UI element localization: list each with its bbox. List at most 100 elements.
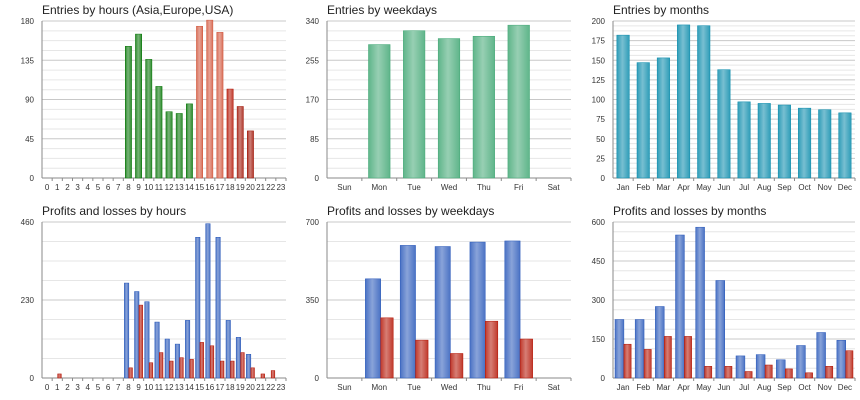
x-tick-label: 16 [205,183,214,192]
chart-profits-losses-by-hours: Profits and losses by hours 0 230 460 0 1 2 3 4… [0,200,290,400]
chart-entries-by-months-svg: 0 25 50 75 100 125 150 175 200 Jan Feb Mar Apr May Jun… [592,17,856,192]
x-tick-label: Sat [548,183,561,192]
bar [247,130,254,179]
x-tick-label: Sep [777,383,792,392]
x-tick-label: Sun [337,383,351,392]
bar [128,367,133,379]
bar [836,340,846,379]
chart-title: Entries by hours (Asia,Europe,USA) [42,3,234,17]
chart-entries-by-weekdays: Entries by weekdays 0 85 170 255 340 Sun Mon Tu… [285,0,575,200]
y-tick-label: 230 [21,296,35,305]
bar [695,226,705,379]
x-tick-label: May [696,383,711,392]
y-tick-label: 460 [21,218,35,227]
bar [215,237,221,379]
x-tick-label: 5 [96,183,101,192]
x-tick-label: 9 [136,183,141,192]
y-tick-label: 175 [592,37,606,46]
bar [270,370,276,379]
y-tick-label: 125 [592,76,606,85]
bar [737,101,751,179]
x-tick-label: 14 [185,383,194,392]
bar [365,278,381,379]
bar [169,360,174,379]
x-tick-label: Wed [441,183,457,192]
bar [155,86,163,179]
x-tick-label: 9 [136,383,141,392]
x-tick-label: 10 [144,383,153,392]
bar [235,337,241,379]
bar [138,304,143,379]
bar [125,46,132,179]
x-tick-label: 4 [86,183,91,192]
x-tick-label: Sat [548,383,561,392]
bar [434,246,451,379]
bar [816,332,826,379]
x-tick-label: Aug [757,183,771,192]
x-tick-label: 18 [226,383,235,392]
y-tick-label: 25 [596,154,605,163]
x-tick-label: 14 [185,183,194,192]
x-tick-label: 23 [276,383,285,392]
bar [124,282,130,379]
y-tick-label: 300 [592,296,606,305]
x-tick-label: Mar [657,183,671,192]
x-tick-label: 7 [116,183,121,192]
y-tick-label: 350 [306,296,320,305]
chart-title: Profits and losses by weekdays [327,204,495,218]
x-tick-label: Jun [717,183,730,192]
bar [616,34,630,179]
bar [437,38,461,179]
x-tick-label: Sun [337,183,351,192]
bar [805,372,813,379]
y-tick-label: 0 [601,374,606,383]
x-tick-label: 2 [65,383,70,392]
bar [164,338,170,379]
bar [246,354,252,379]
bar [159,352,164,379]
y-tick-label: 0 [30,374,35,383]
bar [845,350,854,379]
bar [677,24,691,179]
bar [154,321,160,379]
x-tick-label: 7 [116,383,121,392]
x-tick-label: Mon [372,183,388,192]
x-tick-label: 21 [256,183,265,192]
bar [225,320,231,379]
bar [216,32,224,179]
chart-profits-losses-by-weekdays: Profits and losses by weekdays 0 350 700 Su… [285,200,575,400]
y-tick-label: 150 [592,56,606,65]
x-tick-label: Feb [636,383,650,392]
x-tick-label: Jan [617,183,630,192]
bar [634,319,645,379]
bar [205,223,211,379]
y-tick-label: 0 [315,174,320,183]
bar [757,103,771,179]
bar [755,354,766,379]
x-tick-label: Apr [677,383,690,392]
bar [260,373,265,379]
x-tick-label: 6 [106,383,111,392]
x-tick-label: Jan [617,383,630,392]
bar [715,280,725,379]
x-tick-label: 8 [126,383,131,392]
chart-profits-losses-by-weekdays-svg: 0 350 700 Sun Mon Tue Wed Thu Fri Sat [306,218,572,392]
chart-entries-by-hours: Entries by hours (Asia,Europe,USA) 0 45 90… [0,0,290,200]
x-tick-label: 17 [215,383,224,392]
x-tick-label: Dec [838,183,852,192]
bar [655,306,665,379]
bar [250,367,255,379]
bar [623,343,632,379]
chart-title: Profits and losses by hours [42,204,187,218]
x-tick-label: 1 [55,383,60,392]
bar [777,104,791,179]
y-tick-label: 700 [306,218,320,227]
x-tick-label: Jul [739,383,749,392]
bar [643,349,652,379]
chart-profits-losses-by-months: Profits and losses by months 0 150 300 450 6… [571,200,860,400]
x-tick-label: 23 [276,183,285,192]
y-tick-label: 100 [592,96,606,105]
x-tick-label: 4 [86,383,91,392]
x-tick-label: 12 [165,383,174,392]
x-tick-label: Jun [717,383,730,392]
